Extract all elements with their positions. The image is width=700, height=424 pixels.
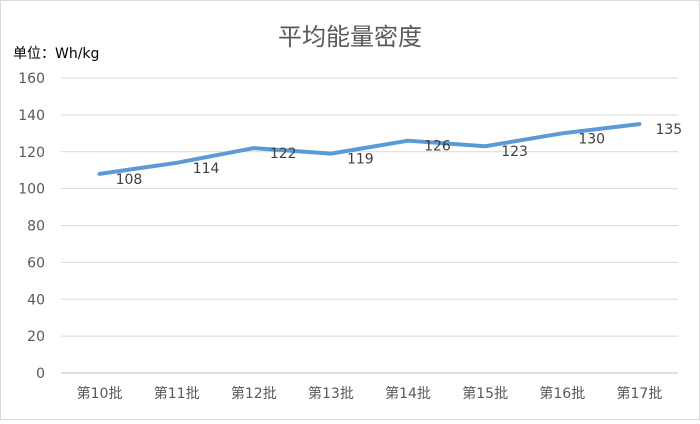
data-label: 122 <box>270 146 297 162</box>
y-tick-label: 160 <box>18 71 45 87</box>
y-tick-label: 140 <box>18 108 45 124</box>
y-tick-label: 100 <box>18 182 45 198</box>
series-layer <box>97 122 642 176</box>
y-tick-label: 0 <box>36 366 45 382</box>
x-tick-label: 第17批 <box>617 385 663 402</box>
data-label: 126 <box>424 139 451 155</box>
data-label: 130 <box>578 131 605 147</box>
x-tick-label: 第11批 <box>154 385 200 402</box>
y-tick-label: 60 <box>27 255 45 271</box>
gridlines <box>61 77 678 374</box>
y-tick-label: 80 <box>27 219 45 235</box>
x-tick-label: 第14批 <box>385 385 431 402</box>
series-line <box>97 122 642 176</box>
y-tick-label: 20 <box>27 329 45 345</box>
data-label: 123 <box>501 144 528 160</box>
data-label: 119 <box>347 152 374 168</box>
data-label: 108 <box>116 172 143 188</box>
data-label: 114 <box>193 161 220 177</box>
y-tick-labels: 0 20 40 60 80 100 120 140 160 <box>18 71 45 382</box>
x-tick-label: 第16批 <box>539 385 585 402</box>
x-tick-label: 第10批 <box>77 385 123 402</box>
y-tick-label: 120 <box>18 145 45 161</box>
y-tick-label: 40 <box>27 292 45 308</box>
x-tick-label: 第13批 <box>308 385 354 402</box>
chart-title: 平均能量密度 <box>278 23 422 51</box>
x-tick-labels: 第10批 第11批 第12批 第13批 第14批 第15批 第16批 第17批 <box>77 385 663 402</box>
x-tick-label: 第12批 <box>231 385 277 402</box>
y-axis-label: 单位：Wh/kg <box>13 46 99 62</box>
data-labels: 108 114 122 119 126 123 130 135 <box>116 122 683 188</box>
x-tick-label: 第15批 <box>462 385 508 402</box>
data-label: 135 <box>655 122 682 138</box>
